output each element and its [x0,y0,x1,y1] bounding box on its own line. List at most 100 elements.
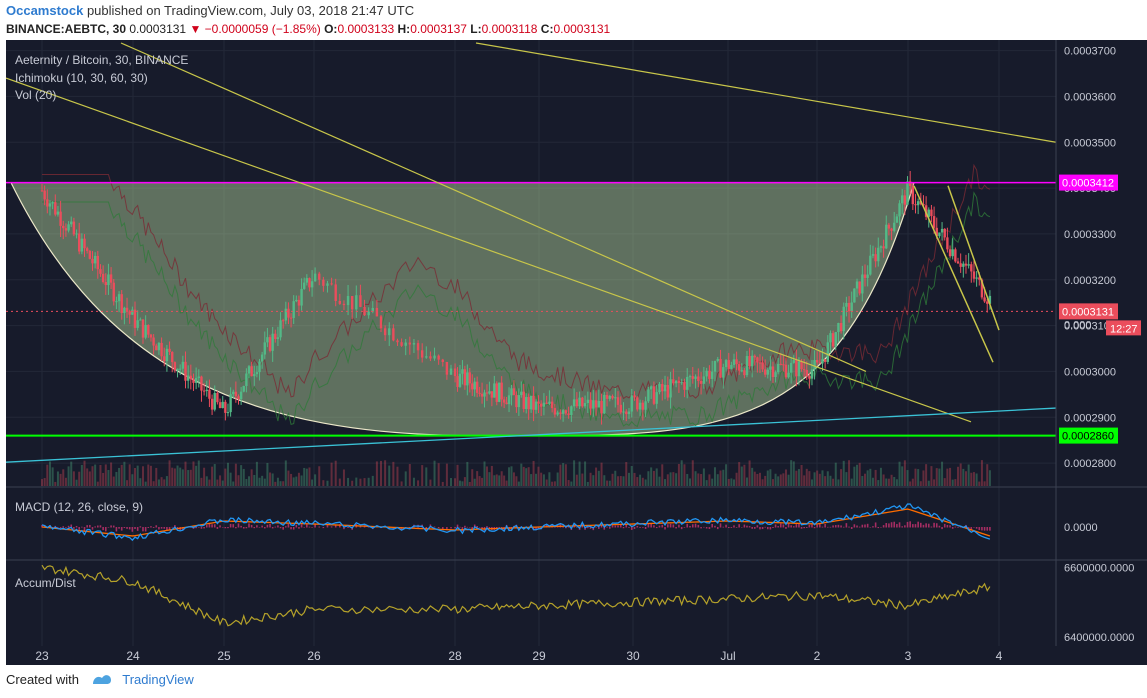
candle-body [176,368,179,371]
candle-body [96,255,100,270]
volume-bar [584,461,587,486]
candle-body [371,307,374,312]
volume-bar [898,461,901,486]
candle-body [694,376,697,379]
macd-histogram-bar [764,526,766,528]
time-axis-tick: 24 [126,649,140,663]
macd-histogram-bar [617,525,619,528]
price-level-badge [1059,174,1118,191]
volume-bar [664,479,667,486]
author-link[interactable]: Occamstock [6,3,84,18]
candle-body [853,288,856,303]
volume-bar [165,476,168,486]
macd-histogram-bar [300,524,303,528]
candle-body [964,263,968,266]
macd-histogram-bar [935,523,938,528]
candle-body [232,391,235,395]
macd-histogram-bar [295,524,298,528]
volume-bar [276,477,279,486]
volume-bar [490,465,493,486]
volume-bar [713,467,716,486]
candle-body [724,360,728,368]
macd-histogram-bar [743,524,746,528]
volume-bar [790,460,793,486]
chart-area[interactable]: 0.0000 6600000.0000 6400000.0000 0.0003700 0… [6,40,1147,665]
open-value: 0.0003133 [337,22,395,36]
volume-bar [906,470,909,486]
volume-bar [347,477,350,486]
volume-bar [954,479,957,486]
volume-bar [803,475,806,486]
candle-body [652,386,656,404]
macd-histogram-bar [630,527,633,530]
macd-histogram-bar [933,522,935,528]
candle-body [716,358,719,361]
candle-body [493,383,496,398]
macd-histogram-bar [478,527,481,528]
candle-body [274,333,277,339]
macd-histogram-bar [853,524,856,528]
macd-histogram-bar [808,524,811,528]
volume-bar [478,476,481,486]
candle-body [787,372,790,378]
macd-histogram-bar [619,523,622,528]
macd-histogram-bar [242,527,245,529]
candle-body [839,322,843,332]
macd-histogram-bar [150,526,152,528]
chart-canvas[interactable]: 0.0000 6600000.0000 6400000.0000 0.0003700 0… [6,40,1147,665]
candle-body [956,261,960,264]
macd-histogram-bar [614,525,617,528]
volume-bar [279,481,282,486]
volume-bar [404,471,407,486]
tradingview-brand-link[interactable]: TradingView [122,672,194,687]
volume-bar [485,466,488,486]
candle-body [99,269,102,274]
candle-body [480,393,484,397]
candle-body [281,320,285,322]
volume-bar [625,462,628,486]
volume-bar [78,471,81,486]
candle-body [88,250,92,259]
volume-bar [342,469,345,486]
candle-body [578,397,581,407]
volume-bar [669,472,672,486]
candle-body [895,216,899,223]
candle-body [691,376,694,379]
candle-body [761,362,764,370]
volume-bar [769,469,772,486]
candle-body [527,397,530,410]
volume-bar [978,481,981,486]
candle-body [885,224,888,249]
volume-bar [761,479,764,486]
macd-histogram-bar [925,523,927,528]
macd-histogram-bar [339,524,341,528]
volume-bar [363,478,366,486]
tradingview-logo-icon[interactable] [91,672,113,689]
candle-body [561,410,565,414]
candle-body [959,263,962,267]
volume-bar [500,471,503,486]
macd-histogram-bar [866,523,869,528]
candle-body [367,311,370,316]
candle-body [461,369,464,374]
volume-bar [258,477,261,486]
macd-histogram-bar [774,524,777,528]
candle-body [441,359,444,362]
volume-bar [466,461,469,486]
macd-histogram-bar [314,523,316,528]
volume-bar [322,480,325,486]
volume-bar [795,470,798,486]
macd-histogram-bar [115,527,118,532]
candle-body [575,399,579,407]
candle-body [72,221,76,235]
macd-histogram-bar [271,527,274,529]
candle-body [983,297,986,302]
candle-body [548,401,551,404]
macd-histogram-bar [667,524,669,528]
trendline-top [475,42,1057,143]
volume-bar [118,467,121,486]
candle-body [468,372,471,384]
volume-bar [295,476,298,486]
candle-body [51,202,54,204]
volume-bar [943,478,946,486]
